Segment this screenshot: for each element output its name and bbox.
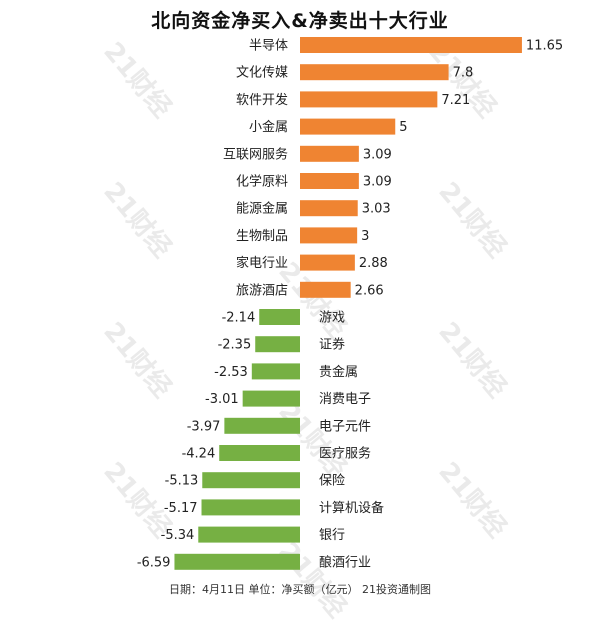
category-label: 化学原料 xyxy=(236,174,288,190)
category-label: 旅游酒店 xyxy=(236,283,288,298)
value-label: -5.17 xyxy=(164,501,198,516)
category-label: 文化传媒 xyxy=(236,66,288,81)
value-label: -5.13 xyxy=(165,474,199,489)
value-label: 5 xyxy=(399,120,407,135)
value-label: -6.59 xyxy=(137,555,171,570)
bar xyxy=(300,91,438,108)
category-label: 电子元件 xyxy=(319,419,371,434)
value-label: 3.03 xyxy=(362,202,391,217)
bar xyxy=(300,64,449,81)
bar xyxy=(201,499,300,516)
value-label: 3 xyxy=(361,229,369,244)
category-label: 消费电子 xyxy=(319,392,371,407)
bar xyxy=(259,309,300,325)
value-label: 11.65 xyxy=(526,39,563,54)
bar xyxy=(300,145,359,162)
bar xyxy=(300,37,522,53)
category-label: 小金属 xyxy=(249,119,288,135)
bar xyxy=(198,526,300,543)
bar xyxy=(300,200,358,217)
category-label: 医疗服务 xyxy=(319,446,371,462)
bar xyxy=(300,254,355,271)
value-label: -2.53 xyxy=(214,365,248,380)
bar xyxy=(202,472,300,489)
bar xyxy=(300,281,351,298)
chart-title: 北向资金净买入&净卖出十大行业 xyxy=(151,10,449,32)
category-label: 能源金属 xyxy=(236,201,288,217)
bar xyxy=(242,390,300,407)
bar xyxy=(255,336,300,353)
bar xyxy=(300,227,358,244)
bar xyxy=(174,553,300,570)
value-label: 2.88 xyxy=(359,256,388,271)
bar xyxy=(300,173,359,189)
bar xyxy=(251,363,300,380)
category-label: 酿酒行业 xyxy=(319,554,371,570)
category-label: 半导体 xyxy=(249,39,288,54)
category-label: 保险 xyxy=(319,474,345,489)
bar xyxy=(300,118,396,135)
category-label: 家电行业 xyxy=(236,255,288,271)
bar-chart: 半导体 11.65 文化传媒 7.8 软件开发 7.21 小金属 5 互联网服务 3.09 化学原料… xyxy=(137,37,563,570)
category-label: 软件开发 xyxy=(236,92,288,108)
bar xyxy=(224,417,300,434)
bar xyxy=(219,445,300,461)
value-label: 3.09 xyxy=(363,175,392,190)
category-label: 银行 xyxy=(319,528,345,543)
category-label: 互联网服务 xyxy=(223,146,288,162)
category-label: 贵金属 xyxy=(319,364,358,380)
value-label: 2.66 xyxy=(355,283,384,298)
value-label: 3.09 xyxy=(363,147,392,162)
value-label: -5.34 xyxy=(161,528,195,543)
value-label: -3.01 xyxy=(205,392,239,407)
value-label: -4.24 xyxy=(182,447,216,462)
value-label: -2.14 xyxy=(222,311,256,326)
category-label: 计算机设备 xyxy=(319,500,384,516)
category-label: 证券 xyxy=(319,337,345,353)
value-label: -3.97 xyxy=(187,419,221,434)
value-label: 7.21 xyxy=(441,93,470,108)
category-label: 生物制品 xyxy=(236,229,288,244)
value-label: -2.35 xyxy=(218,338,252,353)
value-label: 7.8 xyxy=(453,66,474,81)
category-label: 游戏 xyxy=(319,311,345,326)
chart-footer: 日期：4月11日 单位：净买额（亿元） 21投资通制图 xyxy=(169,583,431,596)
